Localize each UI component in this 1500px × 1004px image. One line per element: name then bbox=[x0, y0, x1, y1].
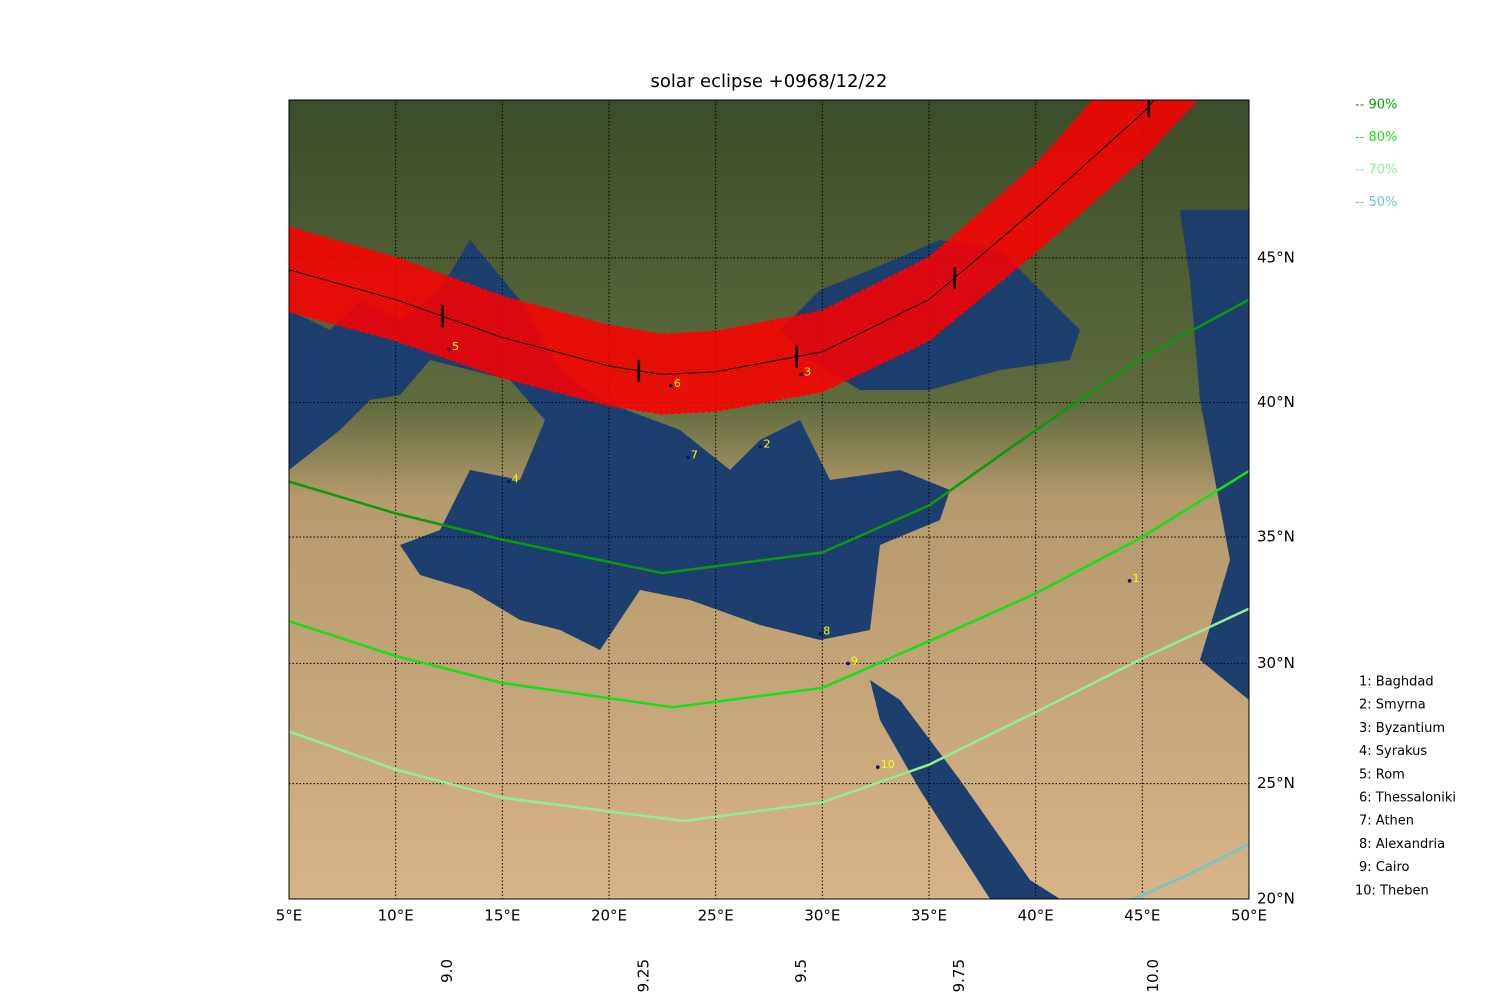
city-legend: 3: Byzantium bbox=[1359, 721, 1445, 736]
eclipse-contour bbox=[289, 298, 1249, 575]
lon-tick-label: 50°E bbox=[1231, 907, 1267, 925]
city-dot bbox=[876, 765, 880, 769]
city-legend: 6: Thessaloniki bbox=[1359, 791, 1456, 806]
city-number: 5 bbox=[452, 340, 459, 353]
lon-tick-label: 30°E bbox=[804, 907, 840, 925]
lon-tick-label: 15°E bbox=[484, 907, 520, 925]
lat-tick-label: 20°N bbox=[1257, 890, 1295, 908]
city-dot bbox=[818, 631, 822, 636]
city-number: 8 bbox=[823, 625, 830, 638]
lat-tick-label: 35°N bbox=[1257, 527, 1295, 545]
city-legend: 7: Athen bbox=[1359, 814, 1414, 829]
city-number: 2 bbox=[763, 438, 770, 451]
city-legend: 5: Rom bbox=[1359, 767, 1405, 782]
lat-tick-label: 45°N bbox=[1257, 248, 1295, 266]
city-number: 3 bbox=[804, 366, 811, 379]
eclipse-centerline bbox=[289, 100, 1156, 376]
lon-tick-label: 10°E bbox=[378, 907, 414, 925]
red-sea bbox=[870, 680, 1060, 899]
map-area: 1 2 3 4 5 6 7 8 9 10 bbox=[289, 100, 1249, 899]
city-number: 10 bbox=[881, 758, 895, 771]
city-number: 9 bbox=[851, 654, 858, 667]
legend-entry: -- 80% bbox=[1355, 130, 1397, 145]
city-number: 4 bbox=[512, 473, 519, 486]
lon-tick-label: 20°E bbox=[591, 907, 627, 925]
city-legend: 1: Baghdad bbox=[1359, 675, 1434, 690]
city-dot bbox=[669, 383, 673, 388]
time-label: 9.0 bbox=[438, 959, 456, 983]
city-number: 7 bbox=[691, 448, 698, 461]
time-label: 10.0 bbox=[1144, 959, 1162, 992]
city-legend: 4: Syrakus bbox=[1359, 744, 1427, 759]
eclipse-contour bbox=[289, 469, 1249, 709]
lon-tick-label: 35°E bbox=[911, 907, 947, 925]
time-label: 9.5 bbox=[792, 959, 810, 983]
city-legend: 8: Alexandria bbox=[1359, 837, 1445, 852]
city-legend: 2: Smyrna bbox=[1359, 698, 1426, 713]
city-dot bbox=[1127, 578, 1132, 583]
city-dot bbox=[799, 372, 803, 377]
eclipse-band bbox=[289, 100, 1199, 415]
city-dot bbox=[447, 347, 451, 351]
legend-entry: -- 50% bbox=[1355, 195, 1397, 210]
city-legend: 10: Theben bbox=[1355, 883, 1429, 898]
lat-tick-label: 30°N bbox=[1257, 654, 1295, 672]
eclipse-contour bbox=[289, 607, 1249, 823]
lon-tick-label: 5°E bbox=[276, 907, 303, 925]
lat-tick-label: 40°N bbox=[1257, 393, 1295, 411]
map-frame bbox=[288, 99, 1250, 900]
city-dot bbox=[506, 479, 511, 484]
lat-tick-label: 25°N bbox=[1257, 774, 1295, 792]
legend-entry: -- 70% bbox=[1355, 163, 1397, 178]
eclipse-contour bbox=[1133, 842, 1249, 899]
title: solar eclipse +0968/12/22 bbox=[651, 71, 888, 92]
city-number: 1 bbox=[1133, 572, 1140, 585]
city-dot bbox=[686, 455, 690, 460]
city-number: 6 bbox=[674, 377, 681, 390]
caspian-sea bbox=[1180, 210, 1249, 700]
lon-tick-label: 40°E bbox=[1018, 907, 1054, 925]
time-label: 9.75 bbox=[950, 959, 968, 992]
city-dot bbox=[846, 661, 850, 666]
time-label: 9.25 bbox=[634, 959, 652, 992]
lon-tick-label: 25°E bbox=[698, 907, 734, 925]
city-dot bbox=[758, 444, 763, 449]
legend-entry: -- 90% bbox=[1355, 98, 1397, 113]
lon-tick-label: 45°E bbox=[1124, 907, 1160, 925]
city-legend: 9: Cairo bbox=[1359, 860, 1409, 875]
